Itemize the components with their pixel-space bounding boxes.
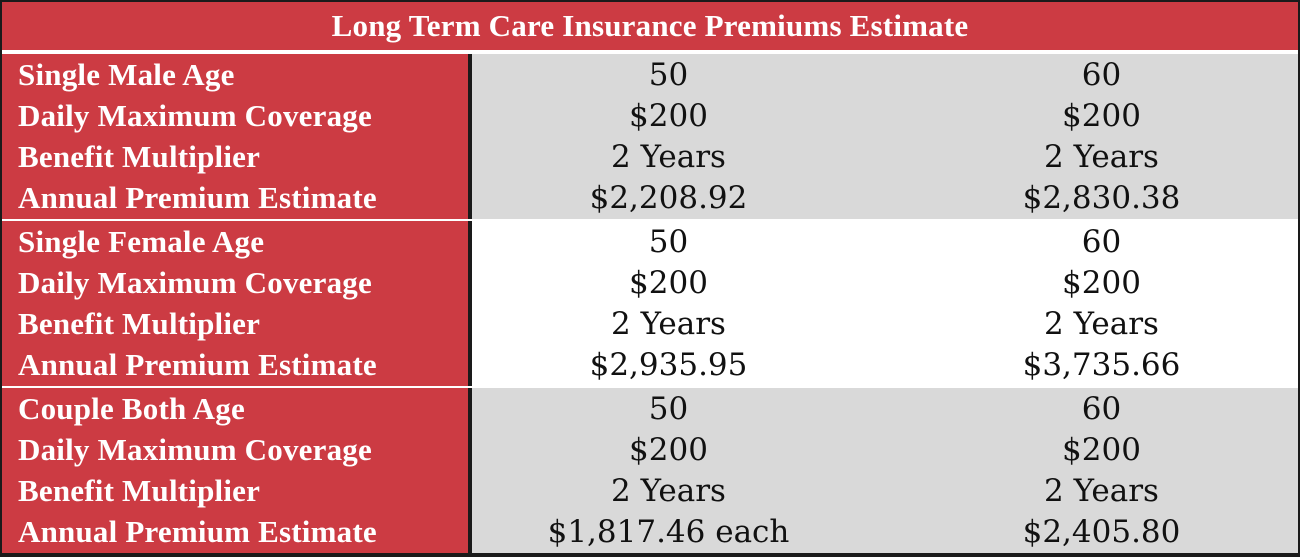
row-label: Daily Maximum Coverage [18, 264, 372, 300]
value-age-50: $200 [629, 97, 708, 134]
table-row: $200 $200 [472, 95, 1298, 136]
table-body: Single Male Age Daily Maximum Coverage Ben… [2, 54, 1298, 553]
table-row: 2 Years 2 Years [472, 304, 1298, 345]
value-age-60: 2 Years [1044, 473, 1159, 510]
section-couple: Couple Both Age Daily Maximum Coverage Ben… [2, 386, 1298, 553]
table-row: 2 Years 2 Years [472, 137, 1298, 178]
table-row: 2 Years 2 Years [472, 471, 1298, 512]
value-age-60: 2 Years [1044, 139, 1159, 176]
value-age-50: $2,208.92 [589, 180, 748, 217]
table-row: 50 60 [472, 54, 1298, 95]
value-age-60: $200 [1062, 431, 1141, 468]
value-age-60: 60 [1081, 56, 1122, 93]
label-column: Single Female Age Daily Maximum Coverage B… [2, 221, 472, 386]
value-age-60: $3,735.66 [1022, 347, 1181, 384]
table-row: 50 60 [472, 388, 1298, 429]
value-age-60: 60 [1081, 223, 1122, 260]
value-age-60: $2,830.38 [1022, 180, 1181, 217]
value-age-50: 2 Years [611, 473, 726, 510]
value-age-50: $200 [629, 431, 708, 468]
row-label: Annual Premium Estimate [18, 514, 377, 550]
value-age-60: $200 [1062, 264, 1141, 301]
row-label: Daily Maximum Coverage [18, 97, 372, 133]
value-age-50: 2 Years [611, 306, 726, 343]
value-age-50: $1,817.46 each [547, 514, 790, 551]
value-age-50: 50 [648, 56, 689, 93]
row-label: Couple Both Age [18, 390, 245, 426]
value-age-50: $2,935.95 [589, 347, 748, 384]
row-label: Daily Maximum Coverage [18, 431, 372, 467]
value-column: 50 60 $200 $200 2 Years 2 Years $2,935.95 $3,73… [472, 221, 1298, 386]
value-age-60: $2,405.80 [1022, 514, 1181, 551]
value-age-50: 50 [648, 223, 689, 260]
value-age-50: 50 [648, 390, 689, 427]
table-row: $2,208.92 $2,830.38 [472, 178, 1298, 219]
value-age-60: 2 Years [1044, 306, 1159, 343]
table-row: $1,817.46 each $2,405.80 [472, 512, 1298, 553]
table-row: $200 $200 [472, 429, 1298, 470]
value-age-50: $200 [629, 264, 708, 301]
row-label: Benefit Multiplier [18, 306, 261, 342]
value-age-60: $200 [1062, 97, 1141, 134]
label-column: Couple Both Age Daily Maximum Coverage Ben… [2, 388, 472, 553]
value-age-50: 2 Years [611, 139, 726, 176]
table-row: $2,935.95 $3,735.66 [472, 345, 1298, 386]
label-column: Single Male Age Daily Maximum Coverage Ben… [2, 54, 472, 219]
row-label: Annual Premium Estimate [18, 180, 377, 216]
section-single-male: Single Male Age Daily Maximum Coverage Ben… [2, 54, 1298, 219]
section-single-female: Single Female Age Daily Maximum Coverage B… [2, 219, 1298, 386]
table-title: Long Term Care Insurance Premiums Estima… [2, 2, 1298, 54]
value-column: 50 60 $200 $200 2 Years 2 Years $2,208.92 $2,83… [472, 54, 1298, 219]
table-row: 50 60 [472, 221, 1298, 262]
row-label: Benefit Multiplier [18, 473, 261, 509]
row-label: Annual Premium Estimate [18, 347, 377, 383]
value-column: 50 60 $200 $200 2 Years 2 Years $1,817.46 each… [472, 388, 1298, 553]
value-age-60: 60 [1081, 390, 1122, 427]
row-label: Single Female Age [18, 223, 265, 259]
table-row: $200 $200 [472, 262, 1298, 303]
row-label: Single Male Age [18, 56, 235, 92]
row-label: Benefit Multiplier [18, 139, 261, 175]
